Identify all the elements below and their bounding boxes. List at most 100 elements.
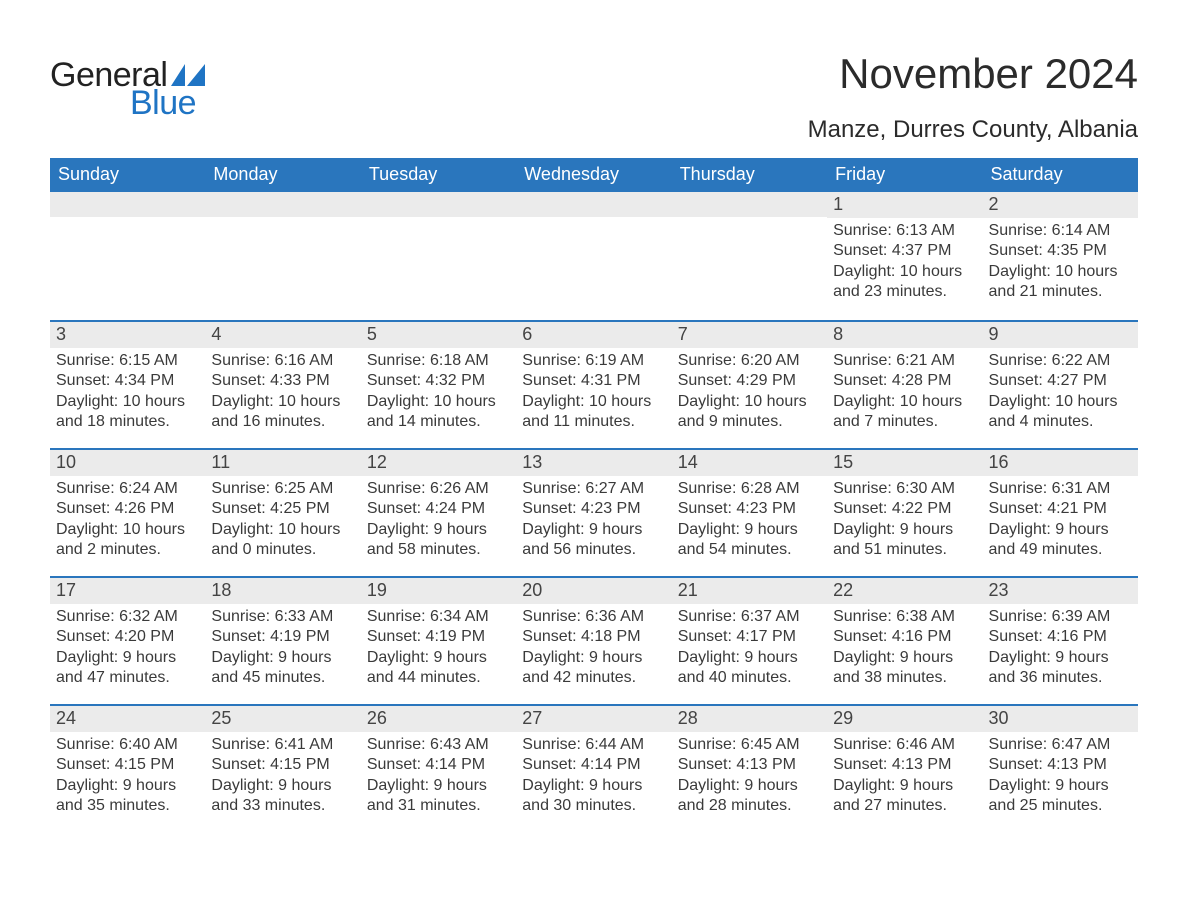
day-body: Sunrise: 6:28 AMSunset: 4:23 PMDaylight:… — [672, 476, 827, 569]
day-number: 26 — [361, 706, 516, 732]
sunrise-text: Sunrise: 6:46 AM — [833, 735, 976, 755]
daylight-text: Daylight: 10 hours and 16 minutes. — [211, 392, 354, 433]
logo-text-blue: Blue — [130, 86, 205, 120]
day-number: 22 — [827, 578, 982, 604]
day-number: 24 — [50, 706, 205, 732]
day-cell: 6Sunrise: 6:19 AMSunset: 4:31 PMDaylight… — [516, 322, 671, 448]
sunset-text: Sunset: 4:33 PM — [211, 371, 354, 391]
day-body: Sunrise: 6:14 AMSunset: 4:35 PMDaylight:… — [983, 218, 1138, 311]
day-cell: 1Sunrise: 6:13 AMSunset: 4:37 PMDaylight… — [827, 192, 982, 320]
logo: General Blue — [50, 50, 205, 120]
day-cell: 14Sunrise: 6:28 AMSunset: 4:23 PMDayligh… — [672, 450, 827, 576]
day-number: 25 — [205, 706, 360, 732]
week-row: 3Sunrise: 6:15 AMSunset: 4:34 PMDaylight… — [50, 320, 1138, 448]
calendar: Sunday Monday Tuesday Wednesday Thursday… — [50, 158, 1138, 832]
daylight-text: Daylight: 9 hours and 42 minutes. — [522, 648, 665, 689]
sunrise-text: Sunrise: 6:24 AM — [56, 479, 199, 499]
day-body: Sunrise: 6:45 AMSunset: 4:13 PMDaylight:… — [672, 732, 827, 825]
daylight-text: Daylight: 10 hours and 23 minutes. — [833, 262, 976, 303]
day-body: Sunrise: 6:44 AMSunset: 4:14 PMDaylight:… — [516, 732, 671, 825]
day-number: 19 — [361, 578, 516, 604]
sunrise-text: Sunrise: 6:20 AM — [678, 351, 821, 371]
day-cell: 27Sunrise: 6:44 AMSunset: 4:14 PMDayligh… — [516, 706, 671, 832]
sunrise-text: Sunrise: 6:32 AM — [56, 607, 199, 627]
day-body: Sunrise: 6:46 AMSunset: 4:13 PMDaylight:… — [827, 732, 982, 825]
week-row: 1Sunrise: 6:13 AMSunset: 4:37 PMDaylight… — [50, 192, 1138, 320]
sunset-text: Sunset: 4:21 PM — [989, 499, 1132, 519]
daylight-text: Daylight: 9 hours and 25 minutes. — [989, 776, 1132, 817]
sunrise-text: Sunrise: 6:16 AM — [211, 351, 354, 371]
day-cell: 24Sunrise: 6:40 AMSunset: 4:15 PMDayligh… — [50, 706, 205, 832]
sunset-text: Sunset: 4:25 PM — [211, 499, 354, 519]
daylight-text: Daylight: 9 hours and 47 minutes. — [56, 648, 199, 689]
day-body: Sunrise: 6:26 AMSunset: 4:24 PMDaylight:… — [361, 476, 516, 569]
sunrise-text: Sunrise: 6:41 AM — [211, 735, 354, 755]
day-body: Sunrise: 6:38 AMSunset: 4:16 PMDaylight:… — [827, 604, 982, 697]
sunset-text: Sunset: 4:34 PM — [56, 371, 199, 391]
daylight-text: Daylight: 10 hours and 14 minutes. — [367, 392, 510, 433]
day-number: 13 — [516, 450, 671, 476]
day-number: 28 — [672, 706, 827, 732]
daylight-text: Daylight: 9 hours and 36 minutes. — [989, 648, 1132, 689]
sunset-text: Sunset: 4:14 PM — [367, 755, 510, 775]
sunrise-text: Sunrise: 6:38 AM — [833, 607, 976, 627]
sunset-text: Sunset: 4:16 PM — [833, 627, 976, 647]
day-number: 14 — [672, 450, 827, 476]
day-body: Sunrise: 6:47 AMSunset: 4:13 PMDaylight:… — [983, 732, 1138, 825]
day-cell: 25Sunrise: 6:41 AMSunset: 4:15 PMDayligh… — [205, 706, 360, 832]
header: General Blue November 2024 Manze, Durres… — [50, 50, 1138, 144]
day-body: Sunrise: 6:19 AMSunset: 4:31 PMDaylight:… — [516, 348, 671, 441]
sunrise-text: Sunrise: 6:45 AM — [678, 735, 821, 755]
day-cell: 8Sunrise: 6:21 AMSunset: 4:28 PMDaylight… — [827, 322, 982, 448]
day-body: Sunrise: 6:13 AMSunset: 4:37 PMDaylight:… — [827, 218, 982, 311]
sunrise-text: Sunrise: 6:34 AM — [367, 607, 510, 627]
sunset-text: Sunset: 4:16 PM — [989, 627, 1132, 647]
dow-sunday: Sunday — [50, 158, 205, 192]
sunrise-text: Sunrise: 6:18 AM — [367, 351, 510, 371]
day-cell: 21Sunrise: 6:37 AMSunset: 4:17 PMDayligh… — [672, 578, 827, 704]
day-cell: 12Sunrise: 6:26 AMSunset: 4:24 PMDayligh… — [361, 450, 516, 576]
day-number: 3 — [50, 322, 205, 348]
daylight-text: Daylight: 9 hours and 28 minutes. — [678, 776, 821, 817]
sunset-text: Sunset: 4:28 PM — [833, 371, 976, 391]
day-number: 27 — [516, 706, 671, 732]
sunrise-text: Sunrise: 6:37 AM — [678, 607, 821, 627]
day-number: 29 — [827, 706, 982, 732]
daylight-text: Daylight: 9 hours and 30 minutes. — [522, 776, 665, 817]
day-cell: 19Sunrise: 6:34 AMSunset: 4:19 PMDayligh… — [361, 578, 516, 704]
week-row: 10Sunrise: 6:24 AMSunset: 4:26 PMDayligh… — [50, 448, 1138, 576]
day-body: Sunrise: 6:41 AMSunset: 4:15 PMDaylight:… — [205, 732, 360, 825]
dow-thursday: Thursday — [672, 158, 827, 192]
sunrise-text: Sunrise: 6:19 AM — [522, 351, 665, 371]
day-body: Sunrise: 6:40 AMSunset: 4:15 PMDaylight:… — [50, 732, 205, 825]
day-body: Sunrise: 6:15 AMSunset: 4:34 PMDaylight:… — [50, 348, 205, 441]
day-body: Sunrise: 6:33 AMSunset: 4:19 PMDaylight:… — [205, 604, 360, 697]
sunset-text: Sunset: 4:26 PM — [56, 499, 199, 519]
sunset-text: Sunset: 4:17 PM — [678, 627, 821, 647]
day-cell: 13Sunrise: 6:27 AMSunset: 4:23 PMDayligh… — [516, 450, 671, 576]
sunset-text: Sunset: 4:37 PM — [833, 241, 976, 261]
month-title: November 2024 — [808, 50, 1138, 98]
daylight-text: Daylight: 9 hours and 35 minutes. — [56, 776, 199, 817]
sunset-text: Sunset: 4:27 PM — [989, 371, 1132, 391]
sunrise-text: Sunrise: 6:47 AM — [989, 735, 1132, 755]
sunset-text: Sunset: 4:15 PM — [211, 755, 354, 775]
day-cell: 26Sunrise: 6:43 AMSunset: 4:14 PMDayligh… — [361, 706, 516, 832]
day-body: Sunrise: 6:22 AMSunset: 4:27 PMDaylight:… — [983, 348, 1138, 441]
dow-wednesday: Wednesday — [516, 158, 671, 192]
sunset-text: Sunset: 4:23 PM — [678, 499, 821, 519]
daylight-text: Daylight: 9 hours and 58 minutes. — [367, 520, 510, 561]
daylight-text: Daylight: 9 hours and 27 minutes. — [833, 776, 976, 817]
dow-friday: Friday — [827, 158, 982, 192]
day-number: 16 — [983, 450, 1138, 476]
day-cell — [205, 192, 360, 320]
day-number: 8 — [827, 322, 982, 348]
day-cell: 7Sunrise: 6:20 AMSunset: 4:29 PMDaylight… — [672, 322, 827, 448]
daylight-text: Daylight: 10 hours and 21 minutes. — [989, 262, 1132, 303]
sunset-text: Sunset: 4:19 PM — [367, 627, 510, 647]
daylight-text: Daylight: 9 hours and 45 minutes. — [211, 648, 354, 689]
sunrise-text: Sunrise: 6:30 AM — [833, 479, 976, 499]
sunset-text: Sunset: 4:24 PM — [367, 499, 510, 519]
sunset-text: Sunset: 4:31 PM — [522, 371, 665, 391]
day-body: Sunrise: 6:34 AMSunset: 4:19 PMDaylight:… — [361, 604, 516, 697]
